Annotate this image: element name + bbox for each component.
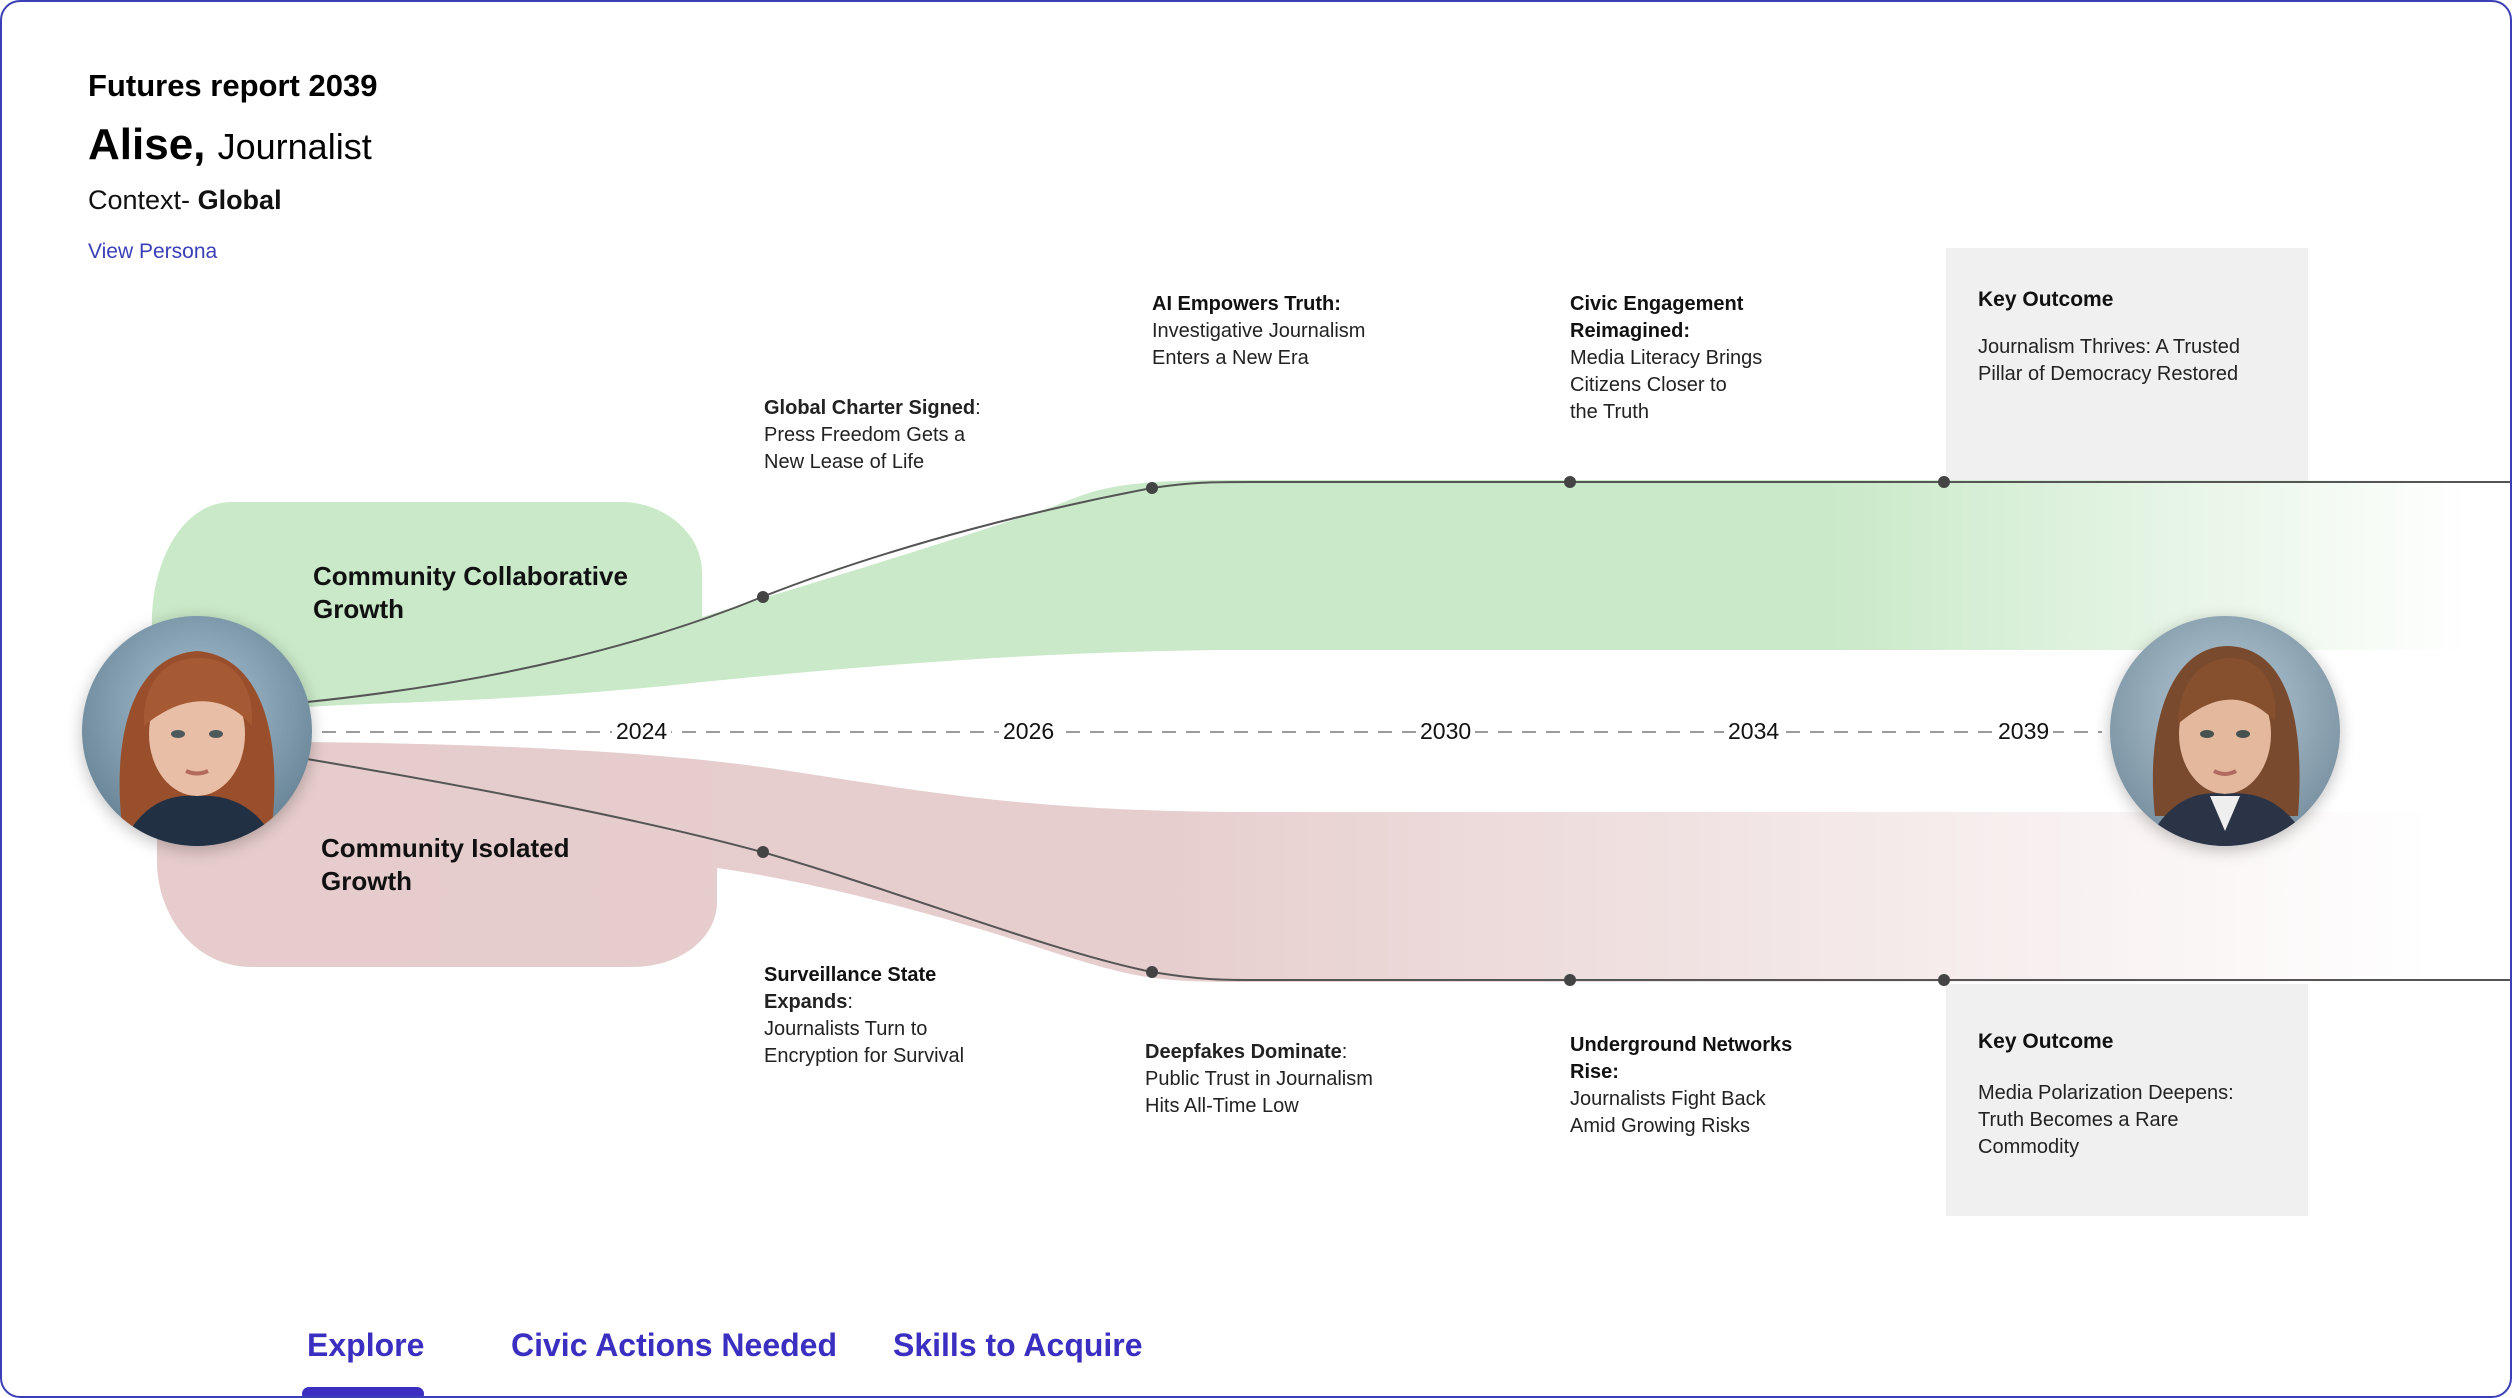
upper-trajectory-line: [306, 481, 2510, 703]
upper-scenario-band: [152, 480, 2472, 707]
portrait-present-image: [82, 616, 312, 846]
milestone-text: Amid Growing Risks: [1570, 1115, 1751, 1137]
milestone-text: Encryption for Survival: [764, 1045, 965, 1067]
avatar-future: [2110, 616, 2340, 846]
milestone-node: [1938, 476, 1950, 488]
key-outcome-lower: Key Outcome Media Polarization Deepens: …: [1946, 984, 2308, 1216]
milestone-title: Rise:: [1570, 1061, 1619, 1083]
milestone-deepfakes: Deepfakes Dominate: Public Trust in Jour…: [1145, 1039, 1373, 1120]
context-label: Context-: [88, 185, 191, 215]
active-tab-indicator: [302, 1387, 424, 1396]
milestone-text: Hits All-Time Low: [1145, 1095, 1299, 1117]
persona-role: Journalist: [217, 126, 372, 167]
milestone-civic-engagement: Civic Engagement Reimagined: Media Liter…: [1570, 291, 1762, 426]
key-outcome-text: Journalism Thrives: A Trusted Pillar of …: [1978, 334, 2276, 388]
milestone-title: Expands: [764, 991, 848, 1013]
key-outcome-title: Key Outcome: [1978, 288, 2114, 311]
branch-label-line: Community Isolated: [321, 833, 570, 863]
avatar-present: [82, 616, 312, 846]
milestone-text: Press Freedom Gets a: [764, 424, 966, 446]
milestone-ai-empowers: AI Empowers Truth: Investigative Journal…: [1152, 291, 1365, 372]
milestone-title-suffix: :: [847, 991, 853, 1013]
milestone-text: New Lease of Life: [764, 451, 925, 473]
milestone-text: Journalists Fight Back: [1570, 1088, 1766, 1110]
branch-label-line: Community Collaborative: [313, 561, 628, 591]
milestone-node: [1146, 966, 1158, 978]
milestone-surveillance: Surveillance State Expands: Journalists …: [764, 962, 964, 1070]
milestone-underground: Underground Networks Rise: Journalists F…: [1570, 1032, 1792, 1140]
milestone-title: Underground Networks: [1570, 1034, 1793, 1056]
view-persona-link[interactable]: View Persona: [88, 240, 218, 263]
milestone-text: Public Trust in Journalism: [1145, 1068, 1373, 1090]
milestone-text: Journalists Turn to: [764, 1018, 928, 1040]
branch-label-line: Growth: [321, 866, 412, 896]
year-label-2039: 2039: [1994, 718, 2054, 745]
milestone-title: Global Charter Signed: [764, 397, 976, 419]
milestone-text: Citizens Closer to: [1570, 374, 1727, 396]
milestone-title-suffix: :: [1341, 1041, 1348, 1063]
year-label-2024: 2024: [612, 718, 672, 745]
milestone-text: Investigative Journalism: [1152, 320, 1366, 342]
persona-heading: Alise, Journalist: [88, 120, 372, 170]
key-outcome-upper: Key Outcome Journalism Thrives: A Truste…: [1946, 248, 2308, 483]
milestone-text: Media Literacy Brings: [1570, 347, 1763, 369]
milestone-node: [1938, 974, 1950, 986]
milestone-title: Surveillance State: [764, 964, 937, 986]
outcome-text-line: Journalism Thrives: A Trusted: [1978, 336, 2240, 358]
milestone-node: [757, 846, 769, 858]
milestone-title-suffix: :: [975, 397, 981, 419]
tab-civic-actions[interactable]: Civic Actions Needed: [511, 1327, 838, 1363]
milestone-node: [1564, 974, 1576, 986]
outcome-text-line: Truth Becomes a Rare: [1978, 1109, 2179, 1131]
outcome-text-line: Pillar of Democracy Restored: [1978, 363, 2239, 385]
key-outcome-text: Media Polarization Deepens: Truth Become…: [1978, 1080, 2276, 1161]
milestone-global-charter: Global Charter Signed: Press Freedom Get…: [764, 395, 981, 476]
milestone-title: Reimagined:: [1570, 320, 1691, 342]
lower-trajectory-line: [306, 758, 2510, 981]
milestone-node: [757, 591, 769, 603]
persona-name: Alise,: [88, 120, 206, 169]
outcome-text-line: Commodity: [1978, 1136, 2080, 1158]
branch-label-isolated: Community Isolated Growth: [321, 832, 569, 898]
context-value: Global: [197, 185, 282, 215]
year-label-2026: 2026: [999, 718, 1059, 745]
milestone-node: [1146, 482, 1158, 494]
branch-label-line: Growth: [313, 594, 404, 624]
context-line: Context- Global: [88, 185, 282, 216]
milestone-title: Civic Engagement: [1570, 293, 1744, 315]
milestone-title: Deepfakes Dominate: [1145, 1041, 1342, 1063]
milestone-text: the Truth: [1570, 401, 1649, 423]
portrait-future-image: [2110, 616, 2340, 846]
tab-explore[interactable]: Explore: [307, 1327, 425, 1363]
year-label-2030: 2030: [1416, 718, 1476, 745]
key-outcome-title: Key Outcome: [1978, 1030, 2114, 1053]
report-title: Futures report 2039: [88, 68, 378, 103]
milestone-text: Enters a New Era: [1152, 347, 1309, 369]
outcome-text-line: Media Polarization Deepens:: [1978, 1082, 2234, 1104]
year-label-2034: 2034: [1724, 718, 1784, 745]
branch-label-collaborative: Community Collaborative Growth: [313, 560, 628, 626]
tab-skills[interactable]: Skills to Acquire: [893, 1327, 1143, 1363]
milestone-node: [1564, 476, 1576, 488]
milestone-title: AI Empowers Truth:: [1152, 293, 1341, 315]
lower-scenario-band: [157, 742, 2432, 982]
